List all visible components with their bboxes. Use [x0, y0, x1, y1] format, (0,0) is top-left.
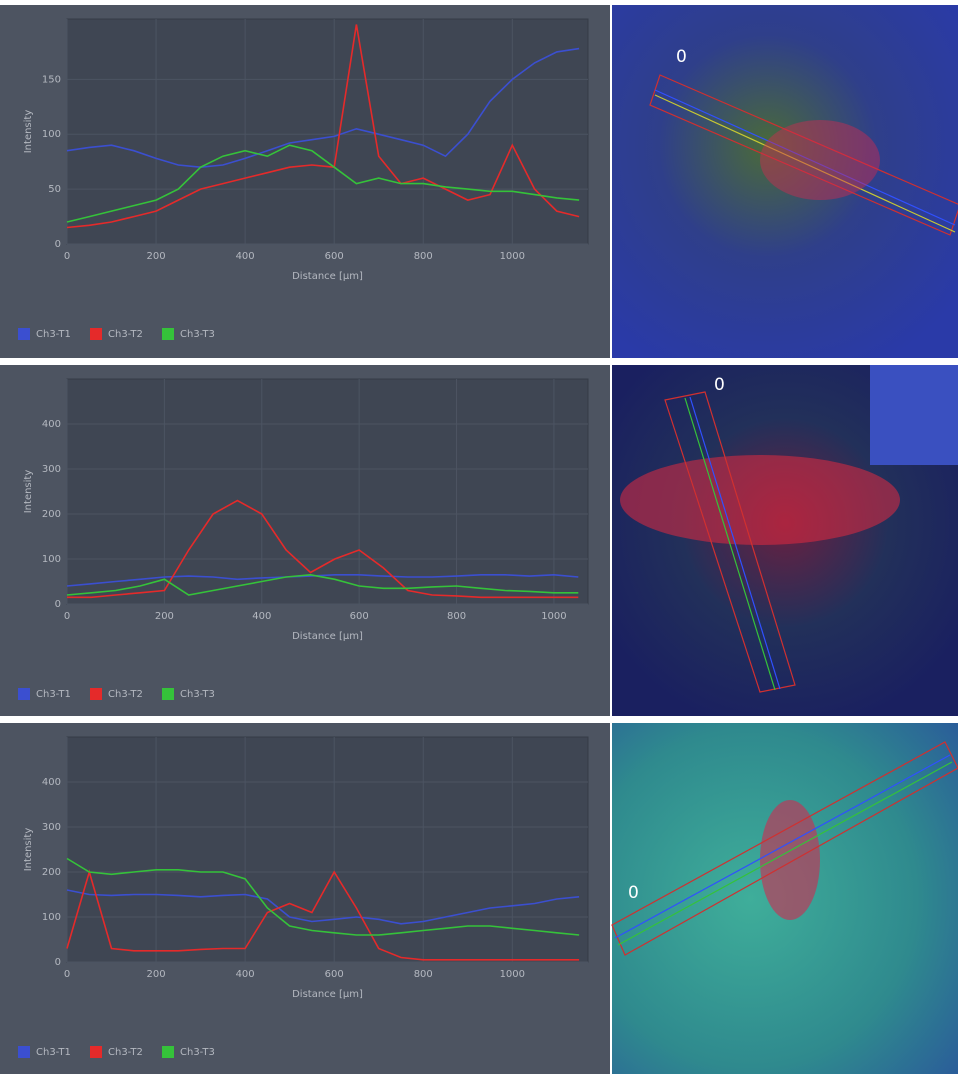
image-feature	[760, 800, 820, 920]
legend-swatch	[162, 328, 174, 340]
plot-area	[67, 379, 588, 604]
legend-label: Ch3-T3	[180, 1047, 215, 1058]
x-tick-label: 200	[155, 611, 174, 622]
image-feature	[620, 455, 900, 545]
legend-label: Ch3-T2	[108, 689, 143, 700]
y-tick-label: 150	[42, 74, 61, 85]
y-tick-label: 300	[42, 822, 61, 833]
x-tick-label: 1000	[541, 611, 566, 622]
x-axis-label: Distance [µm]	[292, 989, 363, 1000]
x-tick-label: 800	[414, 969, 433, 980]
legend-label: Ch3-T1	[36, 329, 71, 340]
x-tick-label: 600	[325, 969, 344, 980]
legend-label: Ch3-T3	[180, 329, 215, 340]
legend-swatch	[162, 1046, 174, 1058]
y-tick-label: 50	[48, 184, 61, 195]
legend-label: Ch3-T3	[180, 689, 215, 700]
figure: 05010015002004006008001000Distance [µm]I…	[0, 0, 958, 1074]
x-tick-label: 1000	[500, 969, 525, 980]
image-annotation: 0	[714, 375, 725, 395]
y-tick-label: 200	[42, 509, 61, 520]
y-axis-label: Intensity	[23, 828, 34, 872]
y-tick-label: 300	[42, 464, 61, 475]
legend-swatch	[18, 688, 30, 700]
x-tick-label: 200	[147, 969, 166, 980]
y-axis-label: Intensity	[23, 470, 34, 514]
y-tick-label: 100	[42, 912, 61, 923]
y-tick-label: 200	[42, 867, 61, 878]
image-feature	[760, 120, 880, 200]
y-tick-label: 0	[55, 957, 61, 968]
x-tick-label: 600	[350, 611, 369, 622]
x-tick-label: 200	[147, 251, 166, 262]
legend-label: Ch3-T1	[36, 1047, 71, 1058]
x-tick-label: 400	[236, 251, 255, 262]
y-tick-label: 0	[55, 239, 61, 250]
plot-area	[67, 19, 588, 244]
legend-label: Ch3-T2	[108, 1047, 143, 1058]
x-tick-label: 0	[64, 611, 70, 622]
legend-swatch	[162, 688, 174, 700]
y-tick-label: 400	[42, 777, 61, 788]
x-axis-label: Distance [µm]	[292, 631, 363, 642]
y-tick-label: 100	[42, 554, 61, 565]
legend-swatch	[90, 688, 102, 700]
x-tick-label: 0	[64, 969, 70, 980]
image-annotation: 0	[628, 883, 639, 903]
legend-label: Ch3-T1	[36, 689, 71, 700]
y-tick-label: 400	[42, 419, 61, 430]
legend-swatch	[90, 328, 102, 340]
legend-label: Ch3-T2	[108, 329, 143, 340]
y-tick-label: 100	[42, 129, 61, 140]
x-tick-label: 0	[64, 251, 70, 262]
x-tick-label: 800	[447, 611, 466, 622]
image-annotation: 0	[676, 47, 687, 67]
legend-swatch	[18, 1046, 30, 1058]
x-tick-label: 400	[252, 611, 271, 622]
x-axis-label: Distance [µm]	[292, 271, 363, 282]
image-feature	[870, 365, 958, 465]
x-tick-label: 1000	[500, 251, 525, 262]
legend-swatch	[18, 328, 30, 340]
x-tick-label: 600	[325, 251, 344, 262]
x-tick-label: 400	[236, 969, 255, 980]
x-tick-label: 800	[414, 251, 433, 262]
y-axis-label: Intensity	[23, 110, 34, 154]
legend-swatch	[90, 1046, 102, 1058]
y-tick-label: 0	[55, 599, 61, 610]
